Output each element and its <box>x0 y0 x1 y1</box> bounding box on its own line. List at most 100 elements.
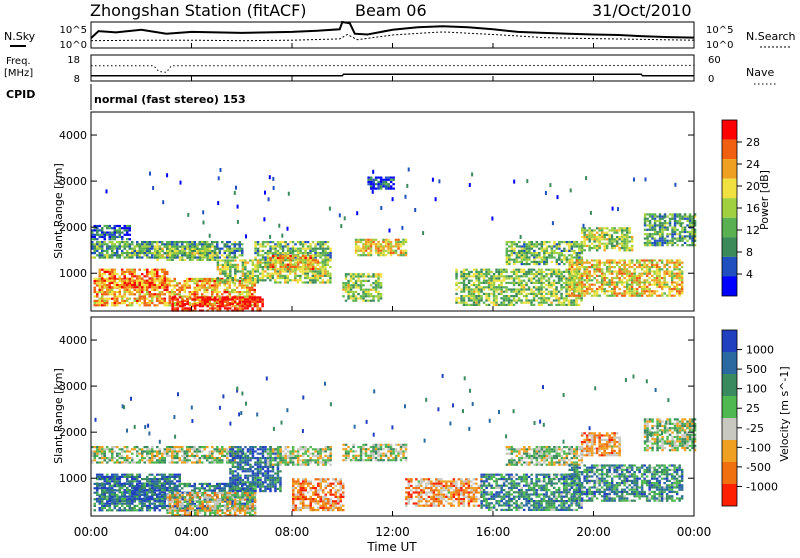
heatmap-cell <box>523 275 526 277</box>
heatmap-cell <box>651 244 654 246</box>
heatmap-cell <box>565 269 568 271</box>
heatmap-cell <box>654 222 657 224</box>
heatmap-cell <box>508 297 511 299</box>
heatmap-cell <box>372 185 375 187</box>
heatmap-cell <box>372 188 375 190</box>
heatmap-cell <box>352 300 355 302</box>
heatmap-cell <box>186 307 189 309</box>
heatmap-cell <box>352 284 355 286</box>
heatmap-cell <box>164 271 167 273</box>
heatmap-cell <box>475 284 478 286</box>
heatmap-cell <box>357 273 360 275</box>
heatmap-cell <box>219 259 222 261</box>
heatmap-cell <box>618 249 621 251</box>
heatmap-cell <box>347 293 350 295</box>
heatmap-cell <box>646 273 649 275</box>
heatmap-cell <box>611 247 614 249</box>
heatmap-cell <box>294 259 297 261</box>
heatmap-cell <box>550 269 553 271</box>
heatmap-cell <box>131 252 134 254</box>
heatmap-cell <box>139 304 142 306</box>
heatmap-cell <box>159 280 162 282</box>
heatmap-cell <box>400 252 403 254</box>
heatmap-cell <box>206 483 209 485</box>
heatmap-cell <box>231 256 234 258</box>
heatmap-cell <box>623 264 626 266</box>
noise-sky-label: N.Sky <box>4 30 36 43</box>
heatmap-cell <box>227 262 230 264</box>
heatmap-cell <box>370 179 373 181</box>
heatmap-cell <box>189 259 192 261</box>
heatmap-cell <box>109 238 112 240</box>
heatmap-cell <box>224 252 227 254</box>
heatmap-cell <box>578 304 581 306</box>
heatmap-cell <box>538 269 541 271</box>
heatmap-cell <box>227 275 230 277</box>
heatmap-cell <box>139 503 142 505</box>
heatmap-cell <box>545 299 548 301</box>
heatmap-cell <box>478 280 481 282</box>
heatmap-cell <box>272 245 275 247</box>
heatmap-cell <box>274 266 277 268</box>
heatmap-cell <box>684 213 687 215</box>
heatmap-cell <box>109 505 112 507</box>
heatmap-cell <box>174 293 177 295</box>
heatmap-cell <box>279 257 282 259</box>
heatmap-cell <box>352 282 355 284</box>
heatmap-cell <box>375 188 378 190</box>
heatmap-cell <box>297 259 300 261</box>
heatmap-cell <box>643 270 646 272</box>
heatmap-cell <box>159 291 162 293</box>
heatmap-cell <box>216 291 219 293</box>
heatmap-cell <box>129 505 132 507</box>
heatmap-cell <box>217 277 220 279</box>
heatmap-cell <box>302 270 305 272</box>
heatmap-cell <box>390 241 393 243</box>
heatmap-cell <box>666 286 669 288</box>
heatmap-cell <box>254 284 257 286</box>
heatmap-cell <box>181 299 184 301</box>
heatmap-cell <box>505 295 508 297</box>
heatmap-cell <box>327 279 330 281</box>
heatmap-cell <box>144 505 147 507</box>
heatmap-cell <box>312 275 315 277</box>
heatmap-cell <box>329 279 332 281</box>
heatmap-cell <box>181 289 184 291</box>
heatmap-cell <box>493 295 496 297</box>
heatmap-cell <box>129 269 132 271</box>
heatmap-cell <box>109 271 112 273</box>
heatmap-cell <box>525 288 528 290</box>
heatmap-cell <box>558 254 561 256</box>
heatmap-cell <box>307 248 310 250</box>
heatmap-cell <box>264 245 267 247</box>
colorbar-tick-label: 24 <box>746 158 760 171</box>
heatmap-cell <box>480 295 483 297</box>
heatmap-cell <box>593 234 596 236</box>
heatmap-cell <box>463 304 466 306</box>
heatmap-cell <box>204 284 207 286</box>
heatmap-cell <box>241 293 244 295</box>
heatmap-cell <box>124 229 127 231</box>
heatmap-cell <box>558 280 561 282</box>
heatmap-cell <box>560 304 563 306</box>
heatmap-cell <box>124 289 127 291</box>
heatmap-cell <box>355 252 358 254</box>
heatmap-cell <box>588 229 591 231</box>
heatmap-cell <box>217 264 220 266</box>
heatmap-cell <box>252 262 255 264</box>
heatmap-cell <box>119 275 122 277</box>
heatmap-cell <box>370 241 373 243</box>
heatmap-cell <box>681 275 684 277</box>
heatmap-cell <box>535 275 538 277</box>
heatmap-cell <box>239 241 242 243</box>
heatmap-cell <box>161 298 164 300</box>
heatmap-cell <box>231 296 234 298</box>
heatmap-cell <box>523 295 526 297</box>
heatmap-cell <box>586 268 589 270</box>
heatmap-cell <box>262 275 265 277</box>
heatmap-cell <box>470 280 473 282</box>
heatmap-cell <box>370 248 373 250</box>
heatmap-cell <box>94 282 97 284</box>
heatmap-cell <box>611 290 614 292</box>
